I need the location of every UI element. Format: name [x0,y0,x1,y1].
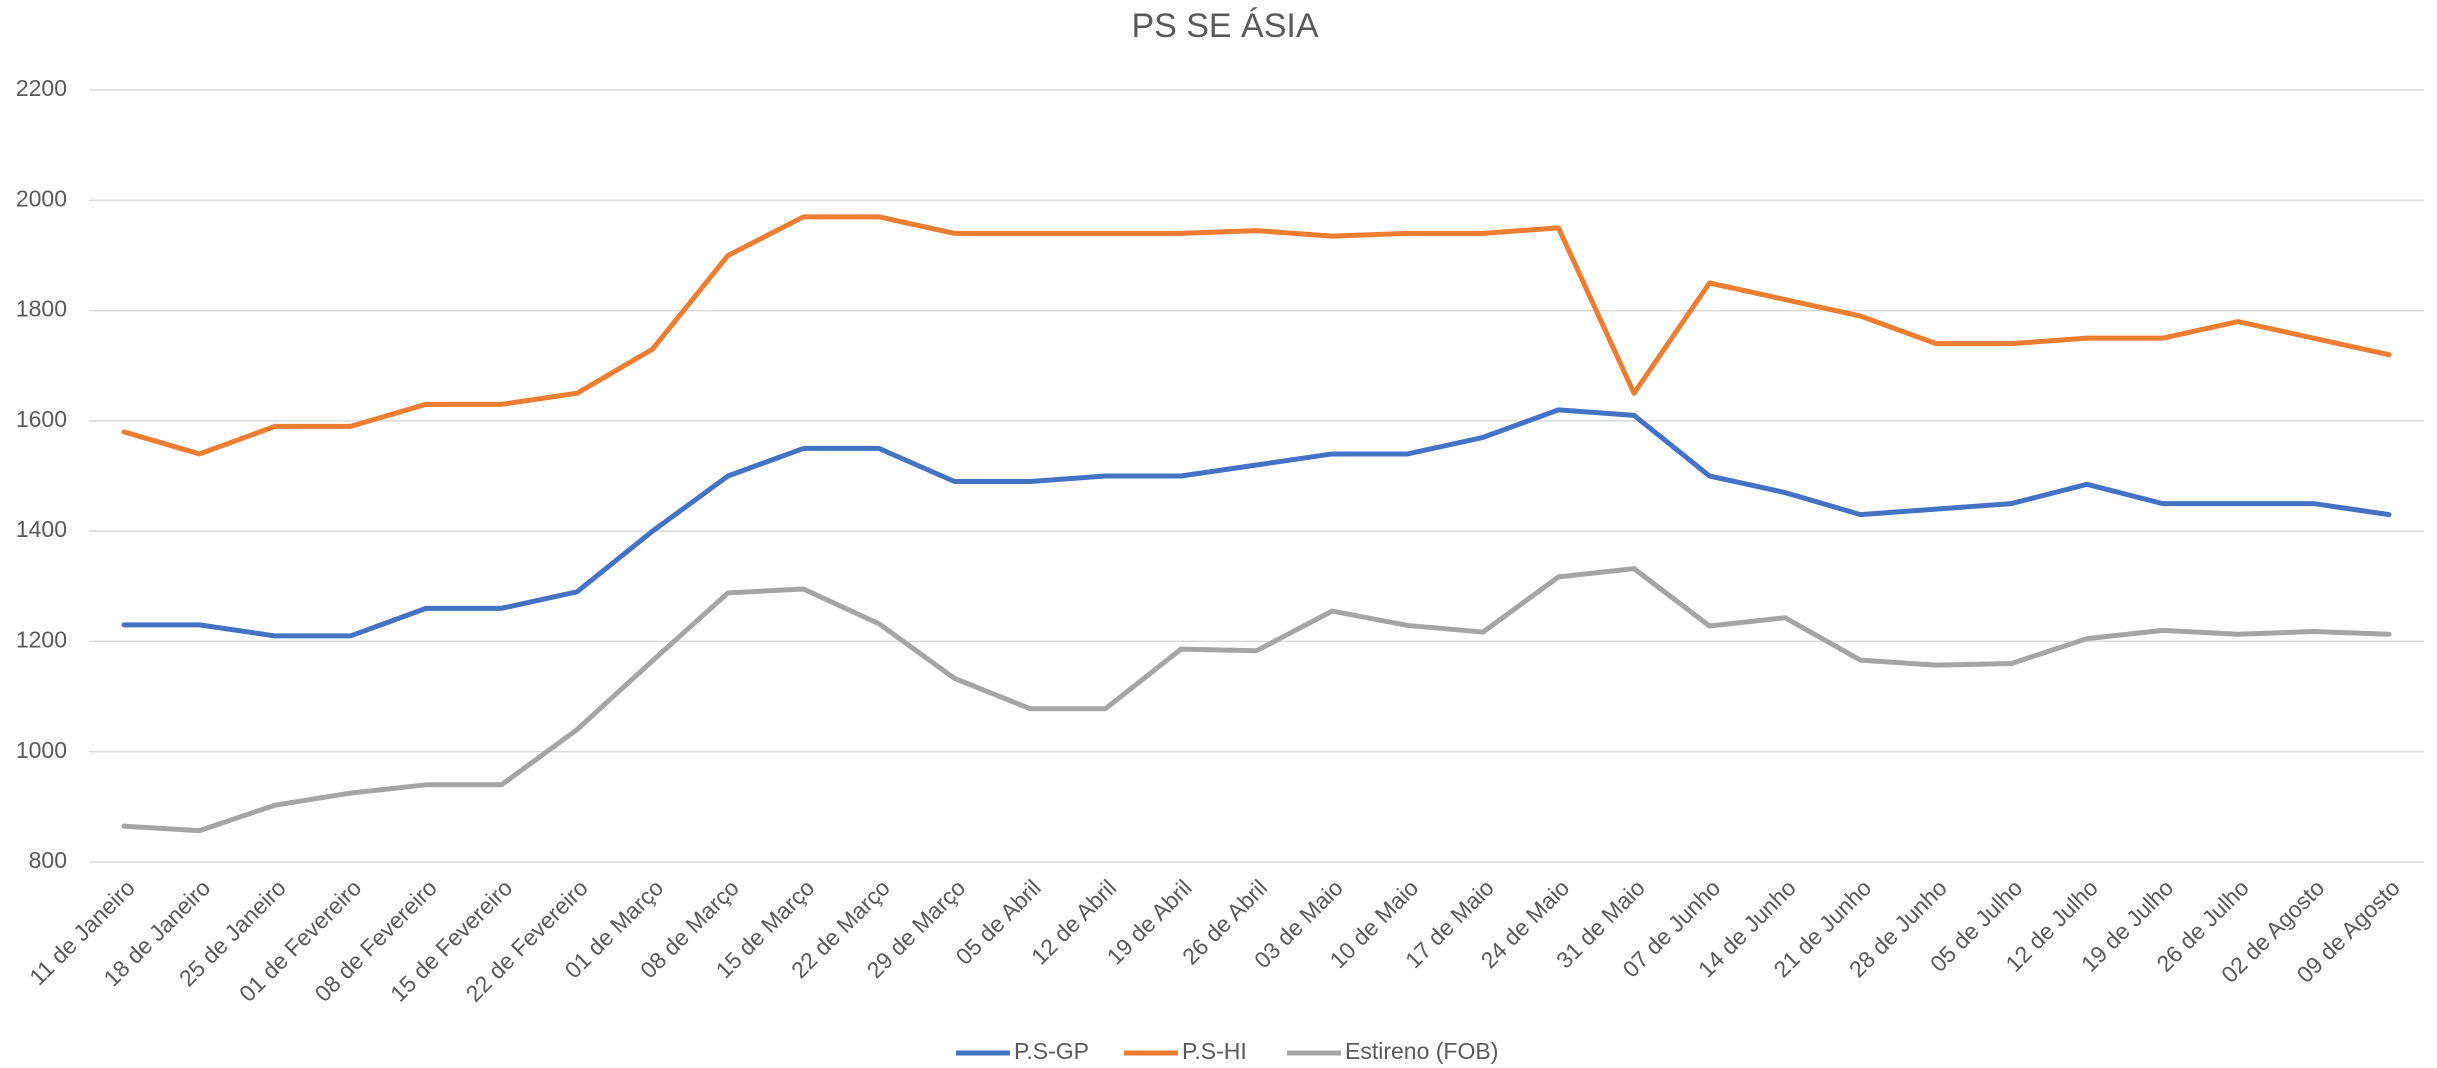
legend-label: P.S-HI [1182,1038,1247,1064]
legend-label: Estireno (FOB) [1345,1038,1498,1064]
y-tick-label: 1600 [16,406,67,432]
legend-label: P.S-GP [1014,1038,1089,1064]
y-tick-label: 2200 [16,75,67,101]
series-line [121,566,2392,834]
series-line [121,407,2392,639]
chart-title: PS SE ÁSIA [1131,7,1318,45]
y-tick-label: 1000 [16,737,67,763]
y-tick-label: 1200 [16,627,67,653]
y-tick-label: 2000 [16,185,67,211]
series-line [121,214,2392,457]
y-tick-label: 800 [29,847,67,873]
y-tick-label: 1400 [16,516,67,542]
y-tick-label: 1800 [16,296,67,322]
